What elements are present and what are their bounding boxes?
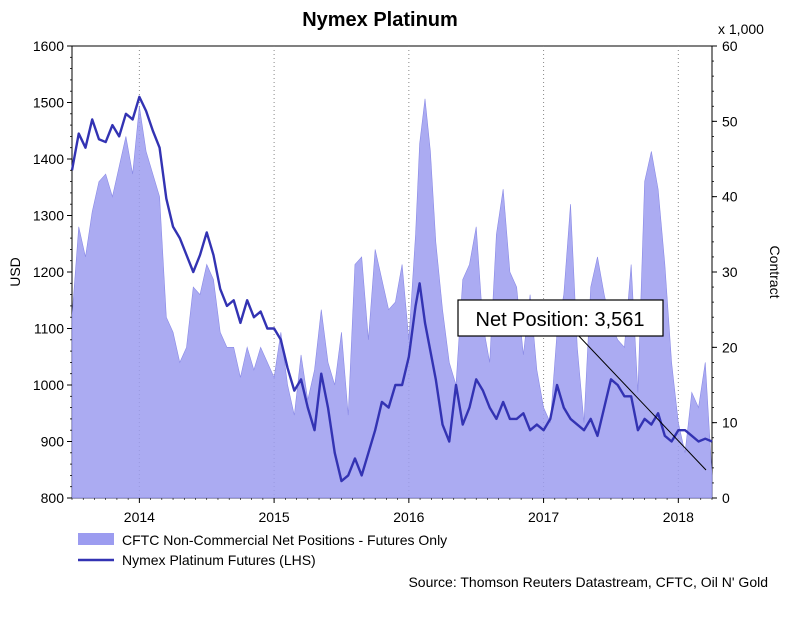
right-axis-title: Contract: [767, 246, 783, 299]
right-axis: 60 50 40 30 20 10 0: [712, 38, 738, 506]
right-tick-label-1: 50: [722, 113, 738, 129]
platinum-price-line: [70, 95, 713, 483]
left-tick-label-1: 1500: [33, 95, 64, 111]
left-tick-label-4: 1200: [33, 264, 64, 280]
left-tick-label-2: 1400: [33, 151, 64, 167]
legend-label-net-positions: CFTC Non-Commercial Net Positions - Futu…: [122, 532, 447, 548]
price-line-layer: [70, 95, 713, 483]
left-axis: 1600 1500 1400 1300 1200 1100 1000 900 800: [33, 38, 72, 506]
left-tick-label-6: 1000: [33, 377, 64, 393]
x-tick-label-4: 2018: [663, 509, 694, 525]
callout-leader-line: [575, 332, 707, 471]
x-tick-label-3: 2017: [528, 509, 559, 525]
source-note: Source: Thomson Reuters Datastream, CFTC…: [408, 574, 768, 590]
legend-label-price-line: Nymex Platinum Futures (LHS): [122, 552, 316, 568]
left-axis-title: USD: [7, 257, 23, 287]
right-tick-label-0: 60: [722, 38, 738, 54]
x-axis: 2014 2015 2016 2017 2018: [71, 498, 713, 525]
x-tick-label-2: 2016: [393, 509, 424, 525]
x-tick-label-0: 2014: [124, 509, 155, 525]
chart-title: Nymex Platinum: [302, 9, 458, 31]
right-tick-label-4: 20: [722, 339, 738, 355]
left-tick-label-5: 1100: [34, 321, 64, 337]
right-tick-label-3: 30: [722, 264, 738, 280]
net-position-callout: Net Position: 3,561: [457, 299, 707, 471]
left-tick-label-7: 900: [41, 434, 65, 450]
legend: CFTC Non-Commercial Net Positions - Futu…: [78, 532, 447, 568]
left-tick-label-3: 1300: [33, 208, 64, 224]
callout-label: Net Position: 3,561: [476, 309, 645, 331]
right-tick-label-6: 0: [722, 490, 730, 506]
left-tick-label-0: 1600: [33, 38, 64, 54]
callout-box: [457, 299, 664, 337]
right-tick-label-2: 40: [722, 189, 738, 205]
legend-swatch-net-positions: [78, 533, 114, 545]
left-tick-label-8: 800: [41, 490, 65, 506]
net-positions-area-layer: [71, 98, 713, 499]
x-tick-label-1: 2015: [259, 509, 290, 525]
right-axis-unit: x 1,000: [718, 21, 764, 37]
net-positions-area: [71, 98, 713, 499]
right-tick-label-5: 10: [722, 415, 738, 431]
